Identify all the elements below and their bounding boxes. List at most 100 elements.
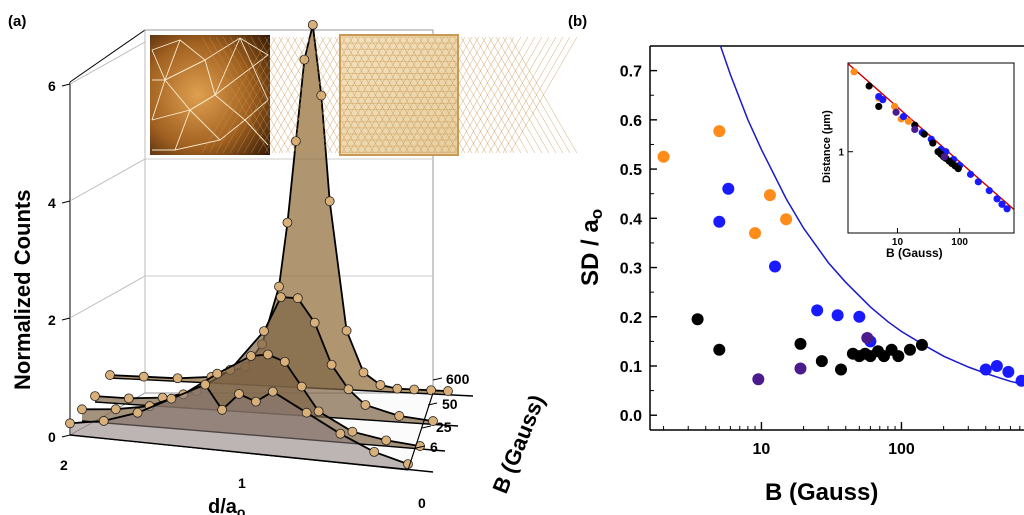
data-point — [375, 380, 386, 390]
data-point — [105, 370, 115, 380]
data-point — [250, 396, 261, 407]
data-point — [341, 325, 352, 336]
a-z-tick: 50 — [442, 396, 458, 412]
lattice-line — [467, 36, 536, 154]
lattice-line — [509, 36, 578, 154]
lattice-line — [425, 36, 494, 154]
panel-a-x-axis: 2 1 0 d/ao — [60, 457, 426, 515]
data-point — [381, 435, 392, 446]
lattice-line — [327, 36, 396, 154]
lattice-line — [481, 36, 550, 154]
data-point — [274, 281, 284, 292]
lattice-line — [292, 36, 361, 154]
panel-a-label: (a) — [8, 13, 26, 30]
data-point — [299, 54, 310, 65]
data-point — [301, 407, 312, 418]
lattice-line — [502, 36, 571, 154]
b-y-tick-label: 0.7 — [620, 64, 642, 81]
data-point — [259, 326, 269, 337]
data-point — [409, 384, 420, 395]
lattice-line — [236, 36, 305, 154]
panel-a-y-axis: 0 2 4 6 Normalized Counts — [10, 78, 71, 445]
panel-b-y-axis: 0.0 0.1 0.2 0.3 0.4 0.5 0.6 0.7 — [620, 45, 657, 425]
data-point — [282, 217, 293, 228]
b-x-tick-label: 100 — [888, 441, 915, 458]
b-data-point — [657, 150, 670, 163]
data-point — [267, 386, 278, 397]
lattice-line — [271, 36, 340, 154]
b-y-tick-label: 0.2 — [620, 310, 642, 327]
data-point — [217, 404, 228, 415]
a-x-label: d/ao — [208, 496, 245, 515]
data-point — [309, 317, 320, 328]
b-data-point — [990, 360, 1003, 372]
inset-data-point — [920, 130, 928, 138]
a-y-tick: 4 — [48, 195, 56, 211]
lattice-line — [369, 36, 438, 154]
data-point — [316, 90, 327, 101]
b-data-point — [853, 310, 866, 323]
lattice-line — [299, 36, 368, 154]
lattice-line — [432, 36, 501, 154]
lattice-line — [264, 36, 333, 154]
inset-y-tick-label: 1 — [838, 148, 844, 159]
data-point — [428, 416, 438, 426]
data-point — [326, 359, 337, 370]
a-x-tick: 1 — [238, 475, 246, 491]
panel-b-x-axis: 10 100 — [663, 422, 1021, 458]
panel-b-inset: 10 100 1 Distance (μm) B (Gauss) — [821, 62, 1015, 260]
lattice-line — [278, 36, 347, 154]
lattice-line — [341, 36, 410, 154]
inset-data-point — [998, 200, 1006, 208]
lattice-line — [257, 36, 326, 154]
inset-data-point — [974, 178, 982, 186]
data-point — [166, 393, 177, 404]
a-z-tick: 6 — [430, 439, 438, 455]
b-y-tick-label: 0.4 — [620, 211, 642, 228]
slice-baseline — [69, 434, 434, 473]
b-data-point — [1015, 374, 1024, 387]
lattice-line — [208, 36, 277, 154]
inset-data-point — [899, 112, 908, 121]
data-point — [123, 393, 134, 404]
inset-x-label: B (Gauss) — [886, 246, 943, 260]
lattice-line — [383, 36, 452, 154]
lattice-line — [474, 36, 543, 154]
inset-data-point — [875, 102, 883, 111]
lattice-line — [201, 36, 270, 154]
data-point — [392, 383, 403, 394]
b-data-point — [713, 343, 726, 356]
b-data-point — [713, 215, 726, 228]
panel-a-surface — [65, 19, 474, 473]
data-point — [132, 407, 143, 418]
inset-data-point — [904, 117, 913, 125]
data-point — [360, 400, 371, 410]
panel-b: (b) 0.0 0.1 0.2 0.3 0.4 0.5 0.6 0.7 10 100 SD / … — [568, 13, 1024, 506]
b-data-point — [794, 337, 807, 350]
panel-b-points — [657, 125, 1024, 387]
panel-a: (a) 0 2 4 — [8, 13, 578, 515]
data-point — [138, 371, 149, 382]
b-y-tick-label: 0.1 — [620, 359, 642, 376]
a-y-tick: 2 — [48, 312, 56, 328]
b-data-point — [769, 260, 782, 273]
inset-data-point — [993, 195, 1001, 203]
b-data-point — [752, 373, 765, 386]
a-y-tick: 6 — [48, 78, 56, 94]
inset-data-point — [985, 187, 993, 195]
a-z-tick: 25 — [436, 419, 452, 435]
vortex-image-low-field — [150, 35, 270, 155]
a-z-label: B (Gauss) — [487, 391, 549, 497]
b-data-point — [1002, 365, 1015, 378]
data-point — [246, 351, 256, 361]
lattice-line — [404, 36, 473, 154]
data-point — [77, 404, 87, 415]
b-data-point — [861, 331, 874, 344]
b-data-point — [979, 363, 992, 376]
inset-data-point — [865, 82, 873, 90]
b-y-tick-label: 0.6 — [620, 113, 642, 130]
lattice-line — [222, 36, 291, 154]
inset-x-tick-label: 100 — [951, 237, 968, 248]
lattice-line — [397, 36, 466, 154]
